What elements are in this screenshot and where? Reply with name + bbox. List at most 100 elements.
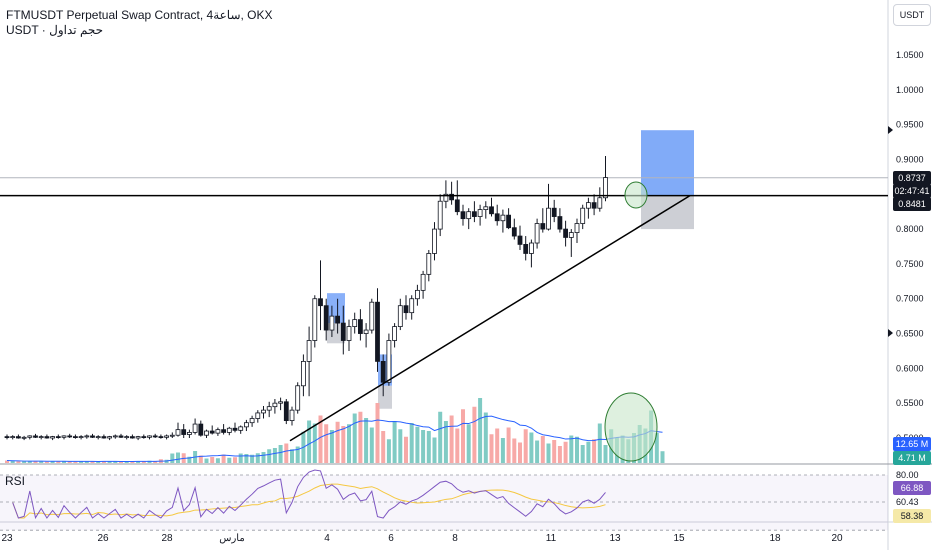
time-axis-label: 18 xyxy=(769,533,781,544)
candle-up xyxy=(192,423,198,433)
rsi-ma-line xyxy=(12,483,606,519)
candle-down xyxy=(323,305,329,331)
volume-bar xyxy=(392,421,397,463)
volume-bar xyxy=(113,461,118,463)
volume-bar xyxy=(529,432,534,463)
volume-bar xyxy=(318,415,323,463)
volume-bar xyxy=(523,429,528,463)
candle-down xyxy=(540,223,546,230)
position-box-stop xyxy=(378,385,392,409)
volume-bar xyxy=(443,421,448,463)
volume-bar xyxy=(261,452,266,463)
candle-up xyxy=(432,228,437,254)
candle-up xyxy=(392,326,398,341)
price-tick-label: 0.9500 xyxy=(896,120,924,130)
volume-bar xyxy=(426,431,431,463)
candle-down xyxy=(511,227,517,237)
candle-up xyxy=(175,429,181,436)
volume-bar xyxy=(358,411,363,463)
candle-up xyxy=(61,435,67,438)
volume-bar xyxy=(90,461,95,463)
volume-bar xyxy=(130,461,135,463)
candle-up xyxy=(278,401,284,404)
candle-down xyxy=(198,423,204,436)
volume-bar xyxy=(449,415,454,463)
volume-bar xyxy=(27,461,32,463)
price-axis-marker xyxy=(888,126,893,134)
candle-down xyxy=(4,436,10,439)
candle-down xyxy=(33,435,38,438)
volume-bar xyxy=(455,428,460,463)
candle-up xyxy=(255,412,261,419)
price-tick-label: 1.0500 xyxy=(896,50,924,60)
candle-up xyxy=(529,242,534,254)
candle-up xyxy=(574,223,580,233)
volume-bar xyxy=(284,443,289,463)
volume-bar xyxy=(307,420,312,463)
candle-up xyxy=(147,435,152,438)
volume-bar xyxy=(478,398,483,463)
volume-bar xyxy=(22,461,27,463)
candle-up xyxy=(238,426,244,431)
time-axis-label: 6 xyxy=(388,533,394,544)
price-tick-label: 0.6500 xyxy=(896,329,924,339)
volume-bar xyxy=(153,461,158,463)
candle-up xyxy=(580,207,586,224)
volume-bar xyxy=(107,461,112,463)
volume-bar xyxy=(16,461,21,463)
volume-bar xyxy=(500,438,505,463)
candle-up xyxy=(477,209,483,217)
candle-down xyxy=(318,298,323,307)
volume-bar xyxy=(512,438,517,463)
time-axis-label: 11 xyxy=(546,533,557,544)
candle-down xyxy=(375,301,380,362)
candle-down xyxy=(232,427,238,431)
volume-bar xyxy=(461,409,465,463)
volume-bar xyxy=(5,460,9,463)
volume-bar xyxy=(295,446,300,463)
candle-up xyxy=(443,193,449,202)
price-tick-label: 0.5500 xyxy=(896,398,924,408)
candle-down xyxy=(494,213,500,222)
volume-bar xyxy=(267,449,272,463)
candle-down xyxy=(454,199,460,213)
volume-bar xyxy=(569,435,574,463)
candle-up xyxy=(95,436,101,439)
volume-bar xyxy=(540,436,545,463)
volume-bar xyxy=(233,457,237,463)
candle-up xyxy=(346,326,352,341)
time-axis-label: 23 xyxy=(1,533,13,544)
candle-up xyxy=(483,206,489,210)
candle-down xyxy=(551,207,557,217)
time-axis-label: 26 xyxy=(97,533,109,544)
volume-bar xyxy=(603,445,608,463)
candle-up xyxy=(78,436,84,439)
time-axis-label: 8 xyxy=(452,533,458,544)
volume-ma-line xyxy=(6,415,663,462)
price-tick-label: 0.9000 xyxy=(896,154,924,164)
candle-up xyxy=(568,232,574,238)
currency-button[interactable]: USDT xyxy=(893,4,931,26)
candle-down xyxy=(557,216,563,230)
volume-bar xyxy=(409,423,414,463)
rsi-band xyxy=(0,475,888,531)
volume-bar xyxy=(221,454,226,463)
volume-bar xyxy=(404,436,408,463)
volume-bar xyxy=(592,439,597,463)
volume-badge: 4.71 M xyxy=(893,451,931,465)
rsi-value-badge: 66.88 xyxy=(893,481,931,495)
volume-bar xyxy=(364,418,369,463)
price-tick-label: 0.6000 xyxy=(896,363,924,373)
candle-up xyxy=(369,301,375,331)
volume-bar xyxy=(432,437,437,463)
volume-bar xyxy=(124,461,129,463)
candle-down xyxy=(181,429,187,435)
volume-bar xyxy=(489,434,494,463)
candle-down xyxy=(73,436,78,439)
volume-bar xyxy=(518,442,522,463)
candle-down xyxy=(158,436,164,439)
candle-down xyxy=(471,211,477,217)
candle-up xyxy=(261,409,266,414)
